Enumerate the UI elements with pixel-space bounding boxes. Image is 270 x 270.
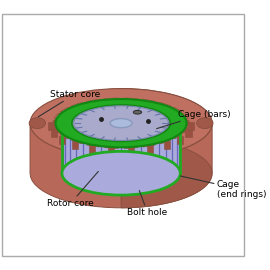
- Polygon shape: [140, 141, 156, 147]
- Polygon shape: [87, 99, 103, 105]
- Text: Bolt hole: Bolt hole: [127, 191, 168, 217]
- Ellipse shape: [133, 110, 141, 114]
- Ellipse shape: [110, 119, 132, 128]
- Polygon shape: [53, 121, 64, 126]
- Polygon shape: [174, 127, 188, 133]
- Ellipse shape: [29, 118, 46, 129]
- Polygon shape: [124, 144, 137, 149]
- Bar: [62, 123, 180, 173]
- Polygon shape: [105, 144, 119, 149]
- Bar: [89, 145, 95, 153]
- Polygon shape: [154, 103, 171, 109]
- Polygon shape: [174, 114, 188, 119]
- Bar: [48, 122, 54, 130]
- Polygon shape: [87, 141, 103, 147]
- Bar: [147, 145, 153, 153]
- Bar: [108, 147, 114, 155]
- Bar: [185, 129, 191, 137]
- Ellipse shape: [72, 105, 170, 141]
- Polygon shape: [54, 114, 68, 119]
- Polygon shape: [30, 123, 212, 208]
- Ellipse shape: [62, 151, 180, 195]
- Polygon shape: [60, 133, 76, 139]
- Bar: [72, 141, 78, 149]
- Polygon shape: [121, 89, 212, 208]
- Polygon shape: [54, 127, 68, 133]
- Polygon shape: [178, 121, 189, 126]
- Text: Cage (bars): Cage (bars): [157, 110, 230, 129]
- Ellipse shape: [30, 89, 212, 158]
- Ellipse shape: [74, 106, 168, 140]
- Ellipse shape: [55, 99, 188, 148]
- Text: Rotor core: Rotor core: [47, 171, 98, 208]
- Text: Stator core: Stator core: [38, 90, 100, 117]
- Polygon shape: [166, 133, 182, 139]
- Bar: [164, 141, 170, 149]
- Polygon shape: [105, 98, 119, 103]
- Bar: [177, 136, 183, 144]
- Bar: [59, 136, 65, 144]
- Bar: [188, 122, 194, 130]
- Bar: [128, 147, 134, 155]
- Polygon shape: [166, 107, 182, 113]
- Ellipse shape: [56, 99, 187, 147]
- Bar: [51, 129, 57, 137]
- Polygon shape: [72, 138, 88, 144]
- Text: Cage
(end rings): Cage (end rings): [180, 176, 266, 199]
- Ellipse shape: [197, 118, 213, 129]
- Polygon shape: [60, 107, 76, 113]
- Polygon shape: [72, 103, 88, 109]
- Polygon shape: [140, 99, 156, 105]
- Polygon shape: [154, 138, 171, 144]
- Polygon shape: [124, 98, 137, 103]
